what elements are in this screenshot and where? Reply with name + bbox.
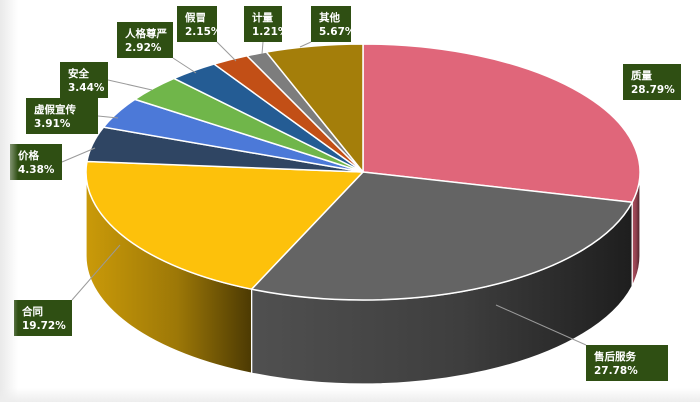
slice-2-top: [85, 160, 364, 290]
slice-4-label-value: 3.91%: [34, 118, 71, 130]
slice-8-leader-line: [261, 41, 264, 55]
slice-9-label: 其他 5.67%: [299, 6, 356, 48]
slice-0-label: 质量 28.79%: [623, 64, 681, 100]
slice-6-label-box: [117, 22, 173, 58]
slice-3-label-name: 价格: [18, 149, 39, 162]
slice-7-label-box: [177, 6, 217, 42]
slice-9-label-value: 5.67%: [319, 26, 356, 38]
slice-5-label-box: [60, 62, 108, 98]
slice-9-leader-line: [299, 41, 312, 48]
slice-6-leader-line: [172, 57, 197, 74]
slice-7-label-value: 2.15%: [185, 26, 222, 38]
slice-0-top: [362, 43, 641, 204]
slice-5-label: 安全 3.44%: [60, 62, 153, 98]
left-edge-shadow: [0, 0, 18, 402]
slice-2-leader-line: [71, 244, 121, 301]
slice-0-label-name: 质量: [631, 69, 652, 82]
slice-6-label-name: 人格尊严: [125, 27, 167, 40]
slice-0-label-box: [623, 64, 681, 100]
slice-4-label: 虚假宣传 3.91%: [26, 98, 119, 134]
slice-4-label-box: [26, 98, 98, 134]
pie-top-faces: [85, 43, 641, 301]
slice-2-label: 合同 19.72%: [14, 244, 121, 336]
slice-4-label-name: 虚假宣传: [34, 103, 76, 116]
slice-7-label: 假冒 2.15%: [177, 6, 237, 62]
slice-7-label-name: 假冒: [185, 11, 206, 24]
slice-7-leader-line: [216, 41, 237, 62]
slice-6-label: 人格尊严 2.92%: [117, 22, 197, 74]
slice-5-label-name: 安全: [68, 67, 89, 80]
slice-9-label-box: [311, 6, 351, 42]
bottom-edge-shadow: [0, 388, 700, 402]
slice-8-label-name: 计量: [252, 11, 273, 24]
slice-8-label-box: [244, 6, 282, 42]
slice-1-top: [250, 171, 633, 301]
slice-1-label-name: 售后服务: [594, 350, 636, 363]
slice-2-label-name: 合同: [21, 305, 43, 318]
slice-1-label-value: 27.78%: [594, 365, 638, 377]
slice-6-label-value: 2.92%: [125, 42, 162, 54]
slice-5-label-value: 3.44%: [68, 82, 105, 94]
slice-5-leader-line: [107, 79, 153, 91]
slice-3-label: 价格 4.38%: [10, 144, 96, 180]
slice-0-label-value: 28.79%: [631, 84, 675, 96]
slice-1-leader-line: [495, 304, 587, 346]
slice-1-label-box: [586, 345, 668, 381]
pie-callout-labels: 质量 28.79% 售后服务 27.78% 合同 19.72% 价格 4.38% 虚假宣传 3.9…: [10, 6, 681, 381]
slice-9-label-name: 其他: [319, 11, 340, 24]
slice-4-leader-line: [97, 115, 119, 119]
slice-8-label: 计量 1.21%: [244, 6, 289, 55]
slice-3-label-value: 4.38%: [18, 164, 55, 176]
slice-2-label-value: 19.72%: [22, 320, 66, 332]
slice-3-label-box: [10, 144, 62, 180]
slice-3-leader-line: [61, 147, 96, 163]
slice-2-label-box: [14, 300, 72, 336]
slice-9-top: [265, 43, 364, 173]
slice-1-label: 售后服务 27.78%: [495, 304, 668, 381]
slice-8-label-value: 1.21%: [252, 26, 289, 38]
